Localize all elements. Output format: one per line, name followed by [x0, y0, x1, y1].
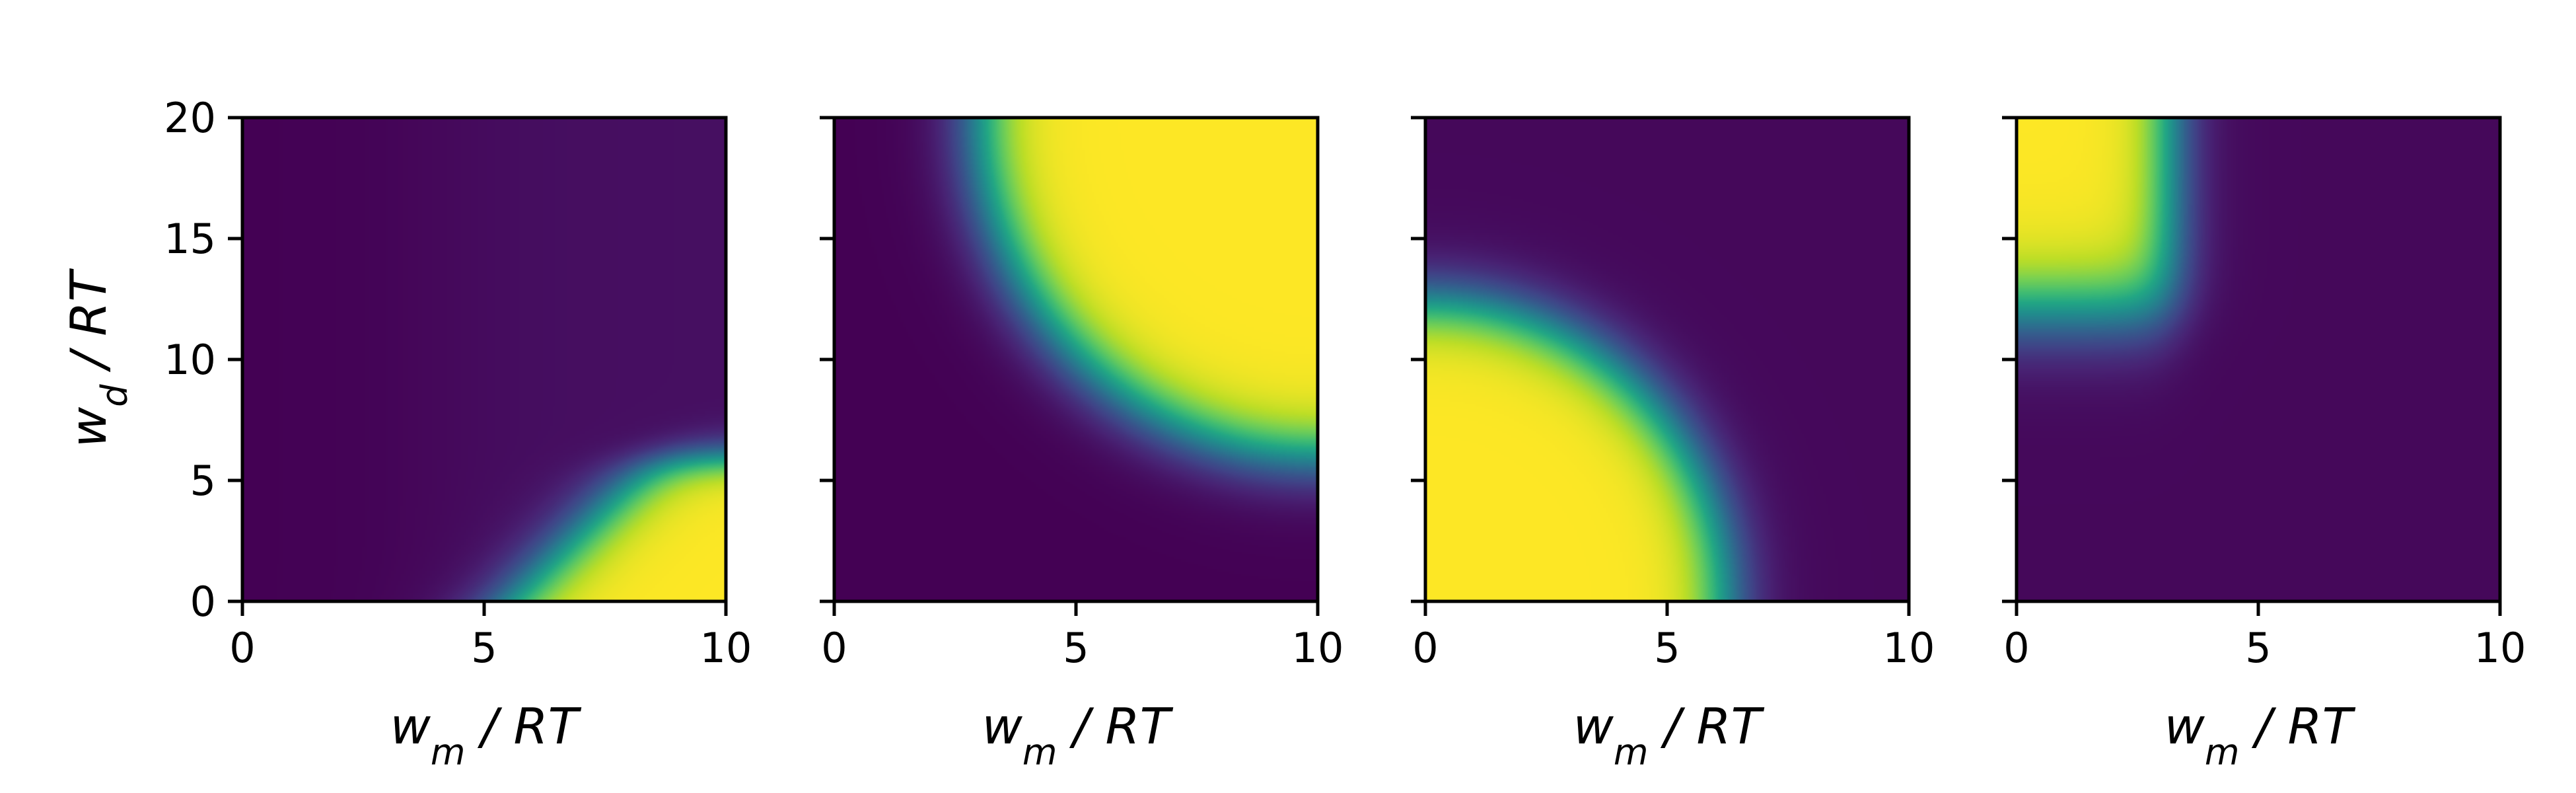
y-tick-label: 20 [164, 94, 216, 142]
heatmap-image [834, 118, 1318, 601]
x-tick-label: 0 [821, 624, 847, 672]
x-tick-label: 10 [700, 624, 752, 672]
heatmap-image [1425, 118, 1909, 601]
x-axis-label: wm / RT [2165, 697, 2356, 773]
panels: 0 5 10 0 5 10 15 20 wm / RT wd / RT 0 5 10 wm / RT 0 5 1… [59, 94, 2526, 773]
y-tick-label: 0 [190, 578, 216, 626]
heatmap-panel-2: 0 5 10 wm / RT [820, 116, 1344, 773]
heatmap-panel-4: 0 5 10 wm / RT [2002, 116, 2526, 773]
x-tick-label: 0 [2003, 624, 2029, 672]
y-tick-label: 15 [164, 215, 216, 263]
x-tick-label: 10 [1292, 624, 1344, 672]
x-axis-label: wm / RT [1573, 697, 1765, 773]
x-tick-label: 5 [2245, 624, 2271, 672]
x-tick-label: 5 [1063, 624, 1089, 672]
x-tick-label: 5 [471, 624, 497, 672]
x-tick-label: 5 [1654, 624, 1680, 672]
y-axis-label: wd / RT [59, 268, 135, 448]
x-tick-label: 10 [1883, 624, 1935, 672]
x-axis-label: wm / RT [982, 697, 1174, 773]
x-tick-label: 0 [229, 624, 255, 672]
x-axis-label: wm / RT [390, 697, 582, 773]
x-tick-label: 0 [1412, 624, 1438, 672]
heatmap-panel-3: 0 5 10 wm / RT [1411, 116, 1935, 773]
y-tick-label: 5 [190, 457, 216, 505]
y-tick-label: 10 [164, 336, 216, 384]
heatmap-image [242, 118, 726, 601]
x-tick-label: 10 [2474, 624, 2526, 672]
heatmap-image [2017, 118, 2500, 601]
heatmap-panel-1: 0 5 10 0 5 10 15 20 wm / RT wd / RT [59, 94, 752, 773]
